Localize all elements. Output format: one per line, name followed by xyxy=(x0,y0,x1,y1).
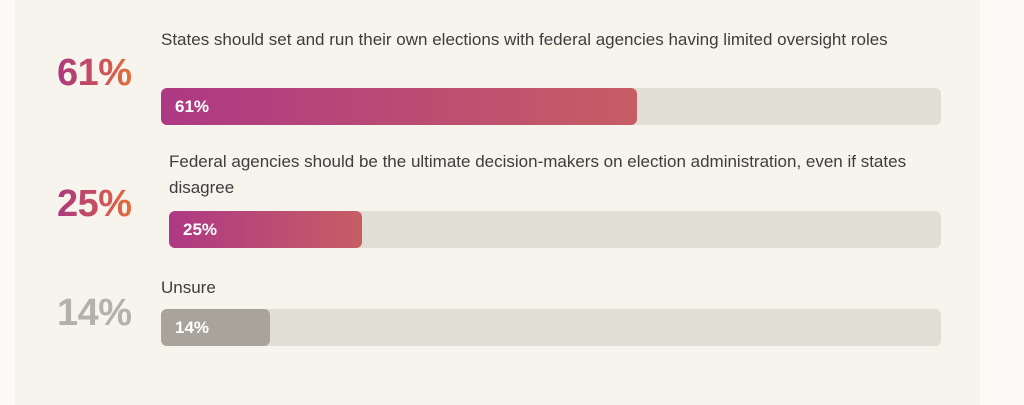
bar-fill: 14% xyxy=(161,309,271,346)
bar-value-label: 61% xyxy=(175,96,210,116)
bar-track: 14% xyxy=(161,309,941,346)
category-label: States should set and run their own elec… xyxy=(161,30,888,49)
bar-fill: 25% xyxy=(169,211,362,248)
value-big-label: 61% xyxy=(57,52,132,94)
category-label: Federal agencies should be the ultimate … xyxy=(169,152,907,197)
bar-fill: 61% xyxy=(161,88,637,125)
value-big-label: 14% xyxy=(57,292,132,334)
value-big-label: 25% xyxy=(57,183,132,225)
category-label: Unsure xyxy=(161,278,216,297)
bar-track: 25% xyxy=(169,211,941,248)
bar-value-label: 25% xyxy=(183,219,218,239)
bar-track: 61% xyxy=(161,88,941,125)
bar-value-label: 14% xyxy=(175,317,210,337)
